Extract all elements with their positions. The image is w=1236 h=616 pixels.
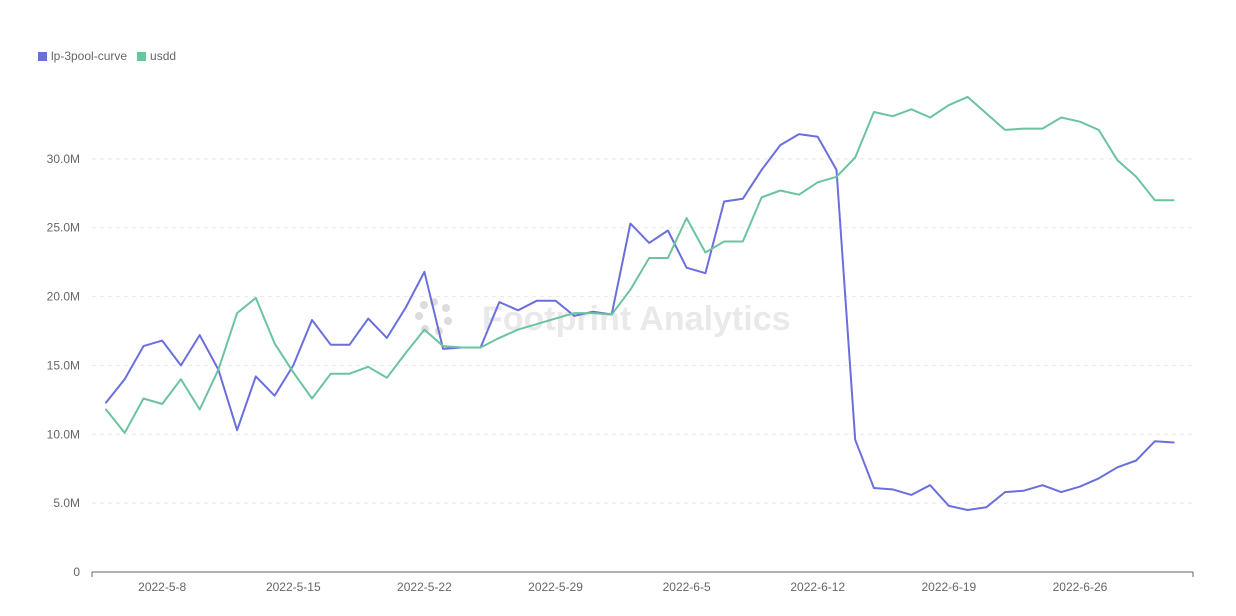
y-tick-label: 0 [73,565,80,579]
x-tick-label: 2022-6-12 [790,580,845,594]
series-line-usdd[interactable] [105,95,1175,434]
x-tick-label: 2022-6-26 [1053,580,1108,594]
x-tick-label: 2022-6-5 [663,580,711,594]
x-tick-label: 2022-5-29 [528,580,583,594]
y-axis: 0 5.0M 10.0M 15.0M 20.0M 25.0M 30.0M [47,152,81,579]
x-tick-label: 2022-6-19 [921,580,976,594]
legend-label-lp-3pool-curve: lp-3pool-curve [51,49,128,63]
x-axis: 2022-5-8 2022-5-15 2022-5-22 2022-5-29 2022-… [91,571,1194,594]
y-tick-label: 30.0M [47,152,80,166]
watermark-text: Footprint Analytics [482,300,791,338]
x-tick-label: 2022-5-15 [266,580,321,594]
watermark: Footprint Analytics [415,298,791,338]
legend-item-usdd[interactable]: usdd [137,49,176,63]
series-line-lp-3pool-curve[interactable] [105,133,1175,511]
y-tick-label: 10.0M [47,427,80,441]
legend-swatch-lp-3pool-curve [38,51,47,61]
chart-legend: lp-3pool-curve usdd [38,49,176,63]
footprint-logo-icon [415,298,452,335]
y-tick-label: 5.0M [53,496,80,510]
legend-label-usdd: usdd [150,49,177,63]
y-tick-label: 20.0M [47,290,80,304]
x-tick-label: 2022-5-22 [397,580,452,594]
x-tick-label: 2022-5-8 [138,580,186,594]
legend-swatch-usdd [137,51,147,61]
legend-item-lp-3pool-curve[interactable]: lp-3pool-curve [38,49,127,63]
y-tick-label: 15.0M [47,358,80,372]
y-tick-label: 25.0M [47,221,80,235]
series-lines [105,95,1175,511]
